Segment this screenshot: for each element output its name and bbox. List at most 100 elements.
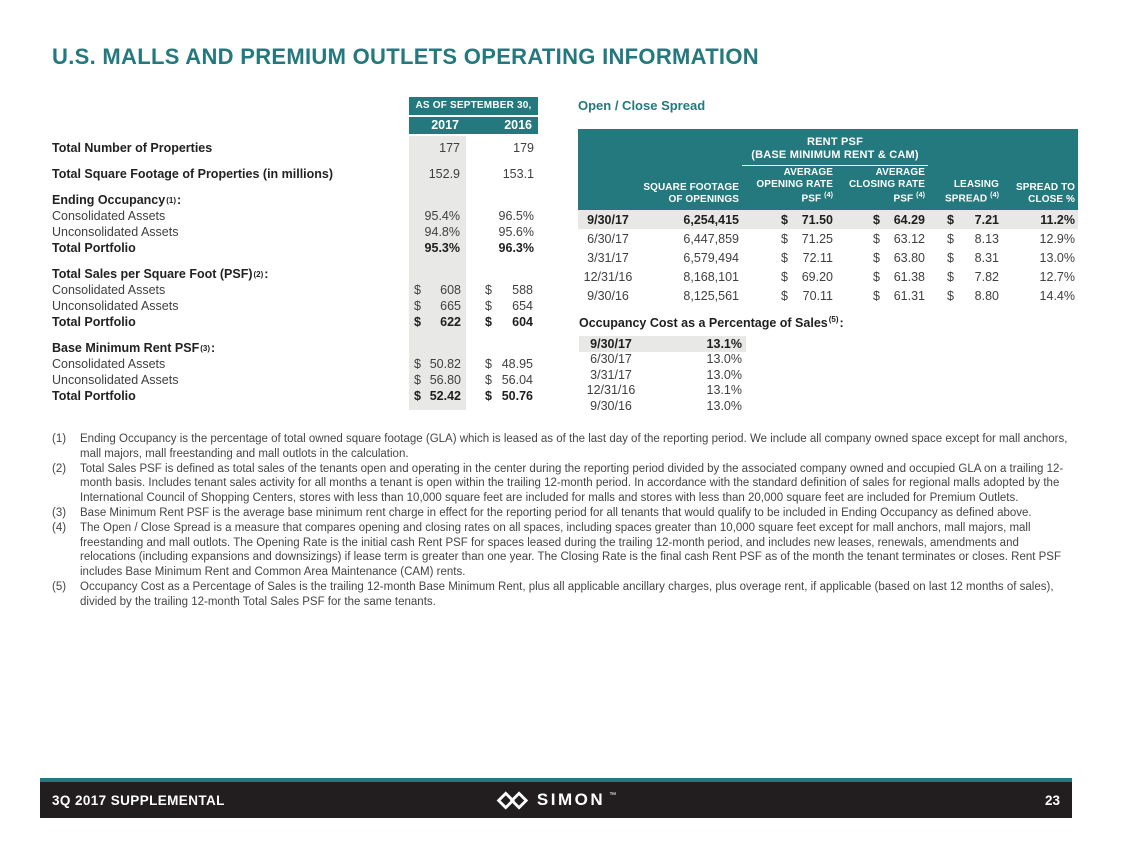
column-header-line: SQUARE FOOTAGE xyxy=(643,182,739,193)
stats-table-header: AS OF SEPTEMBER 30, 2017 2016 xyxy=(409,97,538,134)
occupancy-cost-value: 13.1% xyxy=(706,383,742,398)
currency-symbol: $ xyxy=(781,212,788,227)
footer-bar: 3Q 2017 SUPPLEMENTAL SIMON ™ 23 xyxy=(40,782,1072,818)
occupancy-cost-row: 3/31/17 13.0% xyxy=(579,367,746,383)
cell-value: 7.21 xyxy=(974,212,999,227)
cell-value: 50.76 xyxy=(501,389,533,403)
spread-to-close-value: 12.7% xyxy=(1039,269,1075,284)
closing-rate-cell: $64.29 xyxy=(836,213,928,227)
occupancy-cost-value: 13.1% xyxy=(706,336,742,351)
column-2017-shading xyxy=(409,136,466,410)
section-header-label: Total Sales per Square Foot (PSF) xyxy=(52,267,253,281)
currency-symbol: $ xyxy=(485,315,492,329)
stats-row: Total Portfolio $52.42 $50.76 xyxy=(52,388,538,404)
occupancy-cost-title: Occupancy Cost as a Percentage of Sales(… xyxy=(579,315,1078,330)
leasing-spread-cell: $8.80 xyxy=(928,289,1002,303)
section-header: Base Minimum Rent PSF (3): xyxy=(52,340,538,356)
value-cell: $604 xyxy=(480,315,538,329)
cell-value: 61.31 xyxy=(893,288,925,303)
footnote: (3) Base Minimum Rent PSF is the average … xyxy=(52,506,1072,521)
footnote: (4) The Open / Close Spread is a measure … xyxy=(52,521,1072,580)
closing-rate-cell: $63.12 xyxy=(836,232,928,246)
footnote-reference: (2) xyxy=(253,269,264,279)
footnote-number: (2) xyxy=(52,462,67,475)
year-header-row: 2017 2016 xyxy=(409,117,538,134)
cell-value: 63.12 xyxy=(893,231,925,246)
row-date: 9/30/16 xyxy=(587,288,629,303)
money-value: $71.25 xyxy=(781,232,833,246)
cell-value: 94.8% xyxy=(424,225,460,239)
currency-symbol: $ xyxy=(947,212,954,227)
stats-section: Base Minimum Rent PSF (3): Consolidated As… xyxy=(52,340,538,404)
cell-value: 96.5% xyxy=(498,209,534,223)
currency-symbol: $ xyxy=(414,283,421,297)
simon-logo: SIMON ™ xyxy=(496,782,616,818)
cell-value: 56.04 xyxy=(501,373,533,387)
cell-value: 622 xyxy=(440,315,461,329)
cell-value: 153.1 xyxy=(502,167,534,181)
square-footage-value: 6,579,494 xyxy=(683,250,739,265)
occupancy-cost-row: 12/31/16 13.1% xyxy=(579,383,746,399)
column-header: SPREAD TO CLOSE % xyxy=(1002,182,1078,210)
money-value: $69.20 xyxy=(781,270,833,284)
value-cell: 179 xyxy=(480,141,538,155)
cell-value: 179 xyxy=(513,141,534,155)
value-cell: $608 xyxy=(409,283,466,297)
value-cell: $56.80 xyxy=(409,373,466,387)
cell-value: 56.80 xyxy=(429,373,461,387)
value-cell: $622 xyxy=(409,315,466,329)
cell-value: 72.11 xyxy=(802,250,833,265)
column-header-line: PSF (4) xyxy=(893,192,925,205)
footnote-number: (1) xyxy=(52,433,67,445)
opening-rate-cell: $69.20 xyxy=(742,270,836,284)
section-header-label: Ending Occupancy xyxy=(52,193,166,207)
cell-value: 95.6% xyxy=(498,225,534,239)
cell-value: 588 xyxy=(512,283,533,297)
currency-symbol: $ xyxy=(947,269,954,284)
row-label: Total Square Footage of Properties (in m… xyxy=(52,167,334,181)
value-cell: $665 xyxy=(409,299,466,313)
column-header-line: OF OPENINGS xyxy=(668,193,739,205)
closing-rate-cell: $61.31 xyxy=(836,289,928,303)
currency-symbol: $ xyxy=(781,288,788,303)
value-cell: $654 xyxy=(480,299,538,313)
cell-value: 69.20 xyxy=(801,269,833,284)
year-column-2016: 2016 xyxy=(504,118,532,132)
cell-value: 95.4% xyxy=(424,209,460,223)
empty-header-cell xyxy=(578,205,638,210)
money-value: $71.50 xyxy=(781,213,833,227)
column-header-line: SPREAD TO xyxy=(1015,182,1075,193)
open-close-spread-table: RENT PSF (BASE MINIMUM RENT & CAM) SQUAR… xyxy=(578,129,1078,305)
footnote: (2) Total Sales PSF is defined as total s… xyxy=(52,462,1072,506)
currency-symbol: $ xyxy=(947,288,954,303)
value-cell: $50.82 xyxy=(409,357,466,371)
row-label: Consolidated Assets xyxy=(52,357,166,371)
currency-symbol: $ xyxy=(414,299,421,313)
money-value: $63.12 xyxy=(873,232,925,246)
footnote: (1) Ending Occupancy is the percentage of… xyxy=(52,432,1072,462)
cell-value: 48.95 xyxy=(501,357,533,371)
occupancy-cost-title-colon: : xyxy=(839,316,844,331)
stats-row: Consolidated Assets $608 $588 xyxy=(52,282,538,298)
currency-symbol: $ xyxy=(873,231,880,246)
section-header-colon: : xyxy=(211,341,216,355)
row-label: Unconsolidated Assets xyxy=(52,299,179,313)
occupancy-cost-rows: 9/30/17 13.1% 6/30/17 13.0% 3/31/17 13.0% 12/3… xyxy=(579,336,1078,414)
value-cell: 95.4% xyxy=(409,209,466,223)
currency-symbol: $ xyxy=(485,373,492,387)
value-cell: 96.3% xyxy=(480,241,538,255)
currency-symbol: $ xyxy=(414,389,421,403)
occupancy-cost-row: 6/30/17 13.0% xyxy=(579,352,746,368)
value-cell: 177 xyxy=(409,141,466,155)
occupancy-cost-row: 9/30/17 13.1% xyxy=(579,336,746,352)
stats-row: Consolidated Assets $50.82 $48.95 xyxy=(52,356,538,372)
stats-section: Ending Occupancy (1): Consolidated Assets 9… xyxy=(52,192,538,256)
money-value: $63.80 xyxy=(873,251,925,265)
currency-symbol: $ xyxy=(947,231,954,246)
open-close-row: 9/30/17 6,254,415 $71.50 $64.29 $7.21 11.2% xyxy=(578,210,1078,229)
closing-rate-cell: $61.38 xyxy=(836,270,928,284)
row-label: Consolidated Assets xyxy=(52,283,166,297)
column-header-line: OPENING RATE xyxy=(756,178,833,190)
leasing-spread-cell: $7.21 xyxy=(928,213,1002,227)
column-header-line: AVERAGE xyxy=(875,167,925,179)
